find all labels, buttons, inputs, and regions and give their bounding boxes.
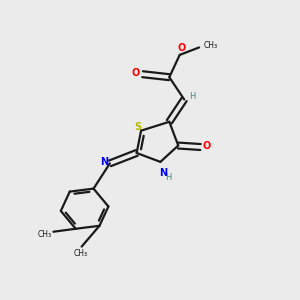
- Text: N: N: [100, 157, 109, 167]
- Text: CH₃: CH₃: [203, 41, 218, 50]
- Text: O: O: [202, 141, 211, 152]
- Text: S: S: [134, 122, 141, 132]
- Text: CH₃: CH₃: [74, 249, 88, 258]
- Text: O: O: [132, 68, 140, 78]
- Text: O: O: [178, 44, 186, 53]
- Text: CH₃: CH₃: [38, 230, 52, 239]
- Text: H: H: [165, 173, 171, 182]
- Text: H: H: [189, 92, 196, 101]
- Text: N: N: [159, 168, 167, 178]
